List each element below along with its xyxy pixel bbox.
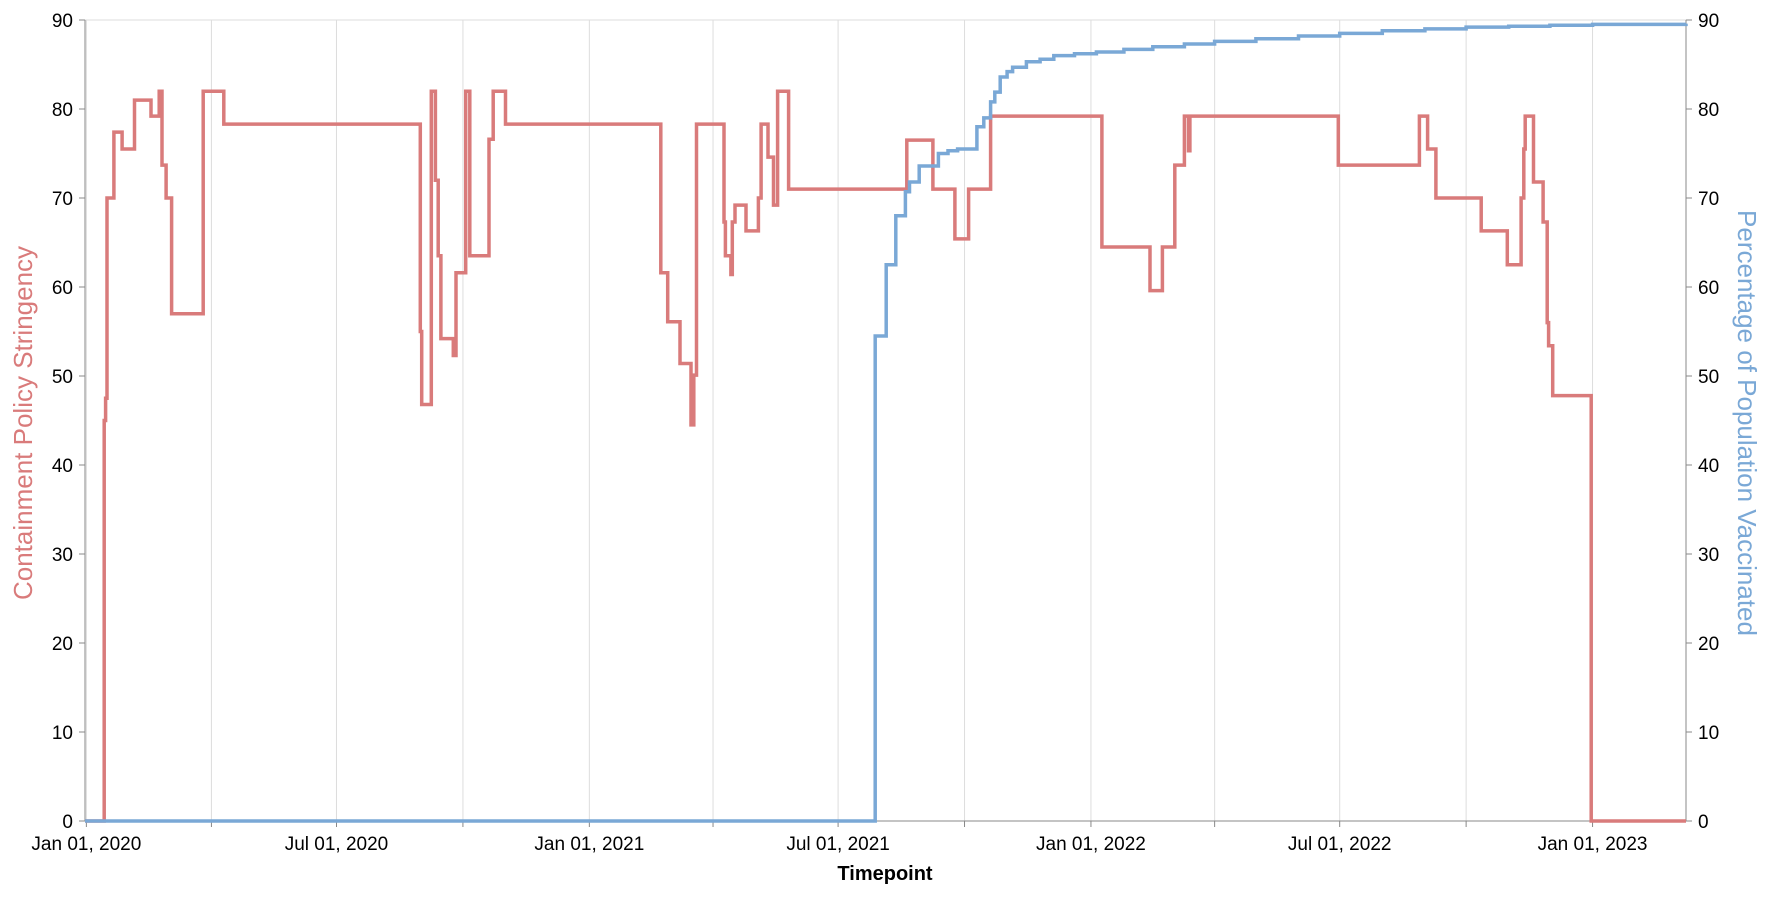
- x-tick-label: Jan 01, 2023: [1538, 834, 1648, 855]
- y-right-tick-label: 50: [1698, 367, 1719, 388]
- y-right-tick-label: 40: [1698, 456, 1719, 477]
- y-left-tick-label: 30: [52, 545, 73, 566]
- x-tick-label: Jul 01, 2022: [1288, 834, 1392, 855]
- x-tick-label: Jan 01, 2020: [31, 834, 141, 855]
- y-left-tick-label: 40: [52, 456, 73, 477]
- y-left-tick-label: 20: [52, 634, 73, 655]
- y-right-tick-label: 20: [1698, 634, 1719, 655]
- y-left-tick-label: 60: [52, 278, 73, 299]
- x-tick-label: Jan 01, 2022: [1036, 834, 1146, 855]
- y-right-tick-label: 10: [1698, 723, 1719, 744]
- stringency-series-line: [85, 89, 1686, 823]
- series-lines: [85, 22, 1688, 823]
- vaccination-series-line: [85, 22, 1688, 823]
- y-right-tick-label: 0: [1698, 812, 1709, 833]
- y-left-tick-label: 70: [52, 189, 73, 210]
- x-tick-label: Jan 01, 2021: [534, 834, 644, 855]
- y-right-axis-title: Percentage of Population Vaccinated: [1732, 210, 1762, 636]
- y-left-tick-label: 0: [62, 812, 73, 833]
- x-axis-title: Timepoint: [837, 863, 933, 885]
- y-left-axis-title: Containment Policy Stringency: [8, 246, 38, 600]
- y-right-tick-label: 80: [1698, 100, 1719, 121]
- y-left-tick-label: 50: [52, 367, 73, 388]
- x-tick-label: Jul 01, 2021: [786, 834, 890, 855]
- y-left-tick-label: 80: [52, 100, 73, 121]
- y-left-tick-label: 10: [52, 723, 73, 744]
- y-right-tick-label: 90: [1698, 11, 1719, 32]
- y-left-tick-label: 90: [52, 11, 73, 32]
- y-right-tick-label: 60: [1698, 278, 1719, 299]
- y-right-tick-label: 70: [1698, 189, 1719, 210]
- y-right-tick-label: 30: [1698, 545, 1719, 566]
- x-tick-label: Jul 01, 2020: [285, 834, 389, 855]
- gridlines: [85, 19, 1686, 821]
- axis-titles: Timepoint Containment Policy Stringency …: [8, 210, 1762, 885]
